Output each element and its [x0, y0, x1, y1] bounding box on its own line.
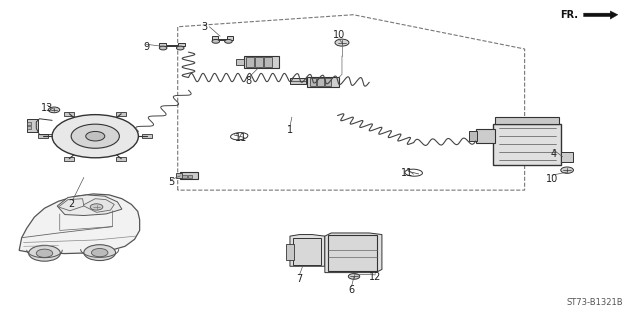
Text: 6: 6 [348, 285, 355, 295]
Text: 8: 8 [246, 76, 252, 86]
Bar [116, 157, 126, 161]
Text: 13: 13 [41, 103, 53, 113]
Text: ST73-B1321B: ST73-B1321B [566, 298, 623, 307]
Circle shape [29, 245, 61, 261]
Text: 10: 10 [333, 30, 345, 40]
Bar [307, 76, 339, 87]
Bar [27, 122, 31, 125]
Bar [255, 57, 262, 67]
Bar [116, 112, 126, 116]
Circle shape [92, 249, 108, 257]
Bar [180, 172, 198, 179]
Text: 5: 5 [168, 177, 175, 187]
Circle shape [335, 39, 349, 46]
Circle shape [212, 39, 220, 43]
Polygon shape [19, 194, 140, 253]
Bar [469, 132, 477, 141]
Bar [561, 152, 573, 162]
Circle shape [71, 124, 119, 148]
Bar [285, 244, 294, 260]
Circle shape [84, 245, 115, 260]
Circle shape [48, 107, 60, 113]
Bar [27, 126, 31, 129]
Text: 7: 7 [296, 274, 303, 284]
Bar [38, 134, 48, 138]
Bar [64, 157, 75, 161]
Polygon shape [290, 235, 325, 266]
Polygon shape [325, 233, 382, 273]
Circle shape [52, 115, 138, 158]
Bar [264, 57, 271, 67]
Bar [244, 56, 278, 68]
Bar [182, 175, 187, 178]
Bar [496, 117, 559, 124]
Polygon shape [159, 43, 185, 46]
Bar [27, 119, 38, 132]
Bar [328, 236, 378, 271]
Bar [176, 173, 182, 178]
Circle shape [90, 204, 103, 210]
Bar [293, 238, 321, 265]
Bar [188, 175, 192, 178]
Circle shape [176, 46, 184, 50]
Bar [493, 124, 561, 165]
Text: 1: 1 [287, 125, 293, 135]
Bar [246, 57, 254, 67]
Circle shape [86, 132, 104, 141]
Polygon shape [57, 195, 122, 215]
Text: 11: 11 [401, 168, 413, 178]
Circle shape [561, 167, 573, 173]
Polygon shape [83, 199, 114, 212]
Text: 11: 11 [235, 133, 247, 143]
Bar [236, 59, 245, 66]
Text: 9: 9 [143, 42, 149, 52]
Bar [310, 78, 316, 86]
Bar [142, 134, 152, 138]
Bar [64, 112, 75, 116]
Text: 3: 3 [201, 22, 208, 32]
Bar [290, 77, 306, 84]
Bar [317, 78, 324, 86]
Text: 4: 4 [550, 149, 556, 159]
Text: 2: 2 [68, 199, 75, 209]
Polygon shape [59, 199, 84, 211]
Circle shape [36, 249, 53, 257]
Circle shape [159, 46, 167, 50]
Text: 10: 10 [546, 174, 558, 184]
Circle shape [225, 39, 233, 43]
Circle shape [348, 274, 360, 279]
Text: FR.: FR. [561, 10, 578, 20]
Bar [325, 78, 331, 86]
Bar [476, 129, 495, 142]
Text: 12: 12 [369, 272, 382, 282]
Polygon shape [583, 11, 618, 19]
Polygon shape [212, 36, 233, 40]
